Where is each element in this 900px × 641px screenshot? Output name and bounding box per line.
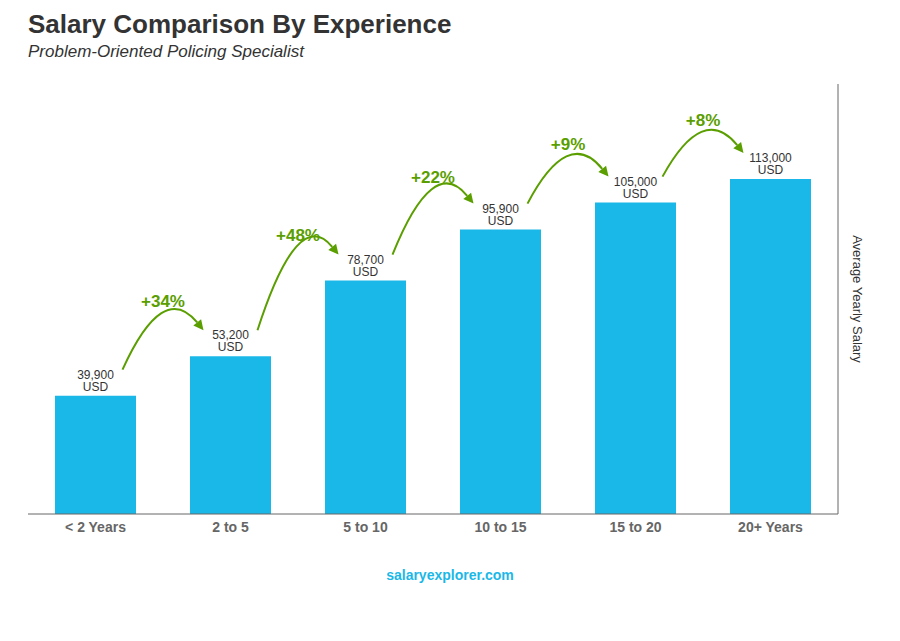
svg-text:53,200USD: 53,200USD xyxy=(212,328,249,354)
svg-text:20+ Years: 20+ Years xyxy=(738,519,803,535)
html-text:Salary Comparison By Experienc: Salary Comparison By Experience xyxy=(28,9,452,39)
svg-text:2 to 5: 2 to 5 xyxy=(212,519,249,535)
svg-text:95,900USD: 95,900USD xyxy=(482,202,519,228)
svg-text:Average Yearly Salary: Average Yearly Salary xyxy=(850,235,865,363)
svg-text:+34%: +34% xyxy=(141,292,185,311)
svg-text:+22%: +22% xyxy=(411,168,455,187)
svg-text:< 2 Years: < 2 Years xyxy=(65,519,126,535)
svg-text:+48%: +48% xyxy=(276,226,320,245)
svg-text:105,000USD: 105,000USD xyxy=(614,175,658,201)
svg-text:+9%: +9% xyxy=(551,135,586,154)
svg-text:78,700USD: 78,700USD xyxy=(347,253,384,279)
html-text:Problem-Oriented Policing Spec: Problem-Oriented Policing Specialist xyxy=(28,42,304,61)
svg-text:113,000USD: 113,000USD xyxy=(749,151,792,177)
html-text:salaryexplorer.com: salaryexplorer.com xyxy=(386,567,514,583)
svg-text:5 to 10: 5 to 10 xyxy=(343,519,388,535)
svg-text:15 to 20: 15 to 20 xyxy=(609,519,661,535)
svg-text:10 to 15: 10 to 15 xyxy=(474,519,526,535)
svg-text:39,900USD: 39,900USD xyxy=(77,368,114,394)
svg-text:+8%: +8% xyxy=(686,111,721,130)
